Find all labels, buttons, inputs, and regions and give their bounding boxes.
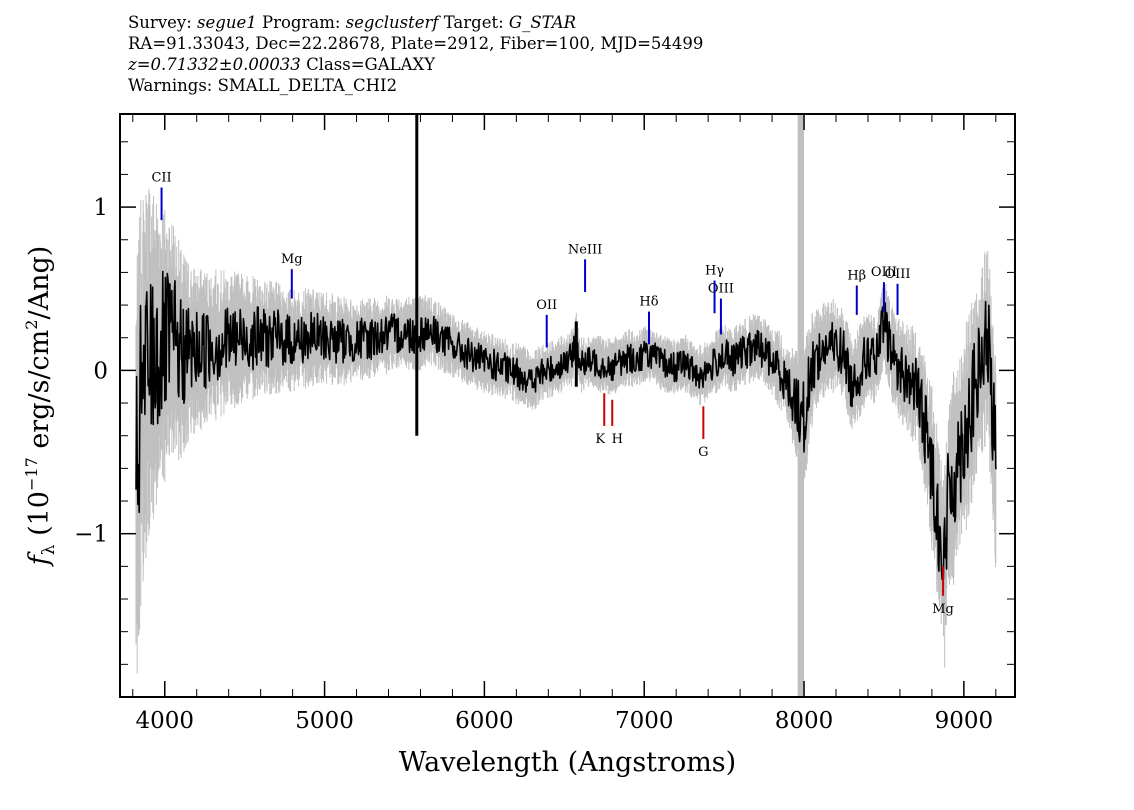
emission-label-oiii: OIII: [708, 282, 734, 297]
y-axis-label: fλ (10−17 erg/s/cm2/Ang): [22, 246, 59, 568]
ylabel-prefix: (10: [24, 491, 55, 544]
emission-label-h: Hγ: [705, 264, 724, 279]
ylabel-exp2: 2: [22, 320, 41, 330]
survey-label: Survey:: [128, 13, 192, 32]
header-line-warnings: Warnings: SMALL_DELTA_CHI2: [128, 76, 398, 95]
ylabel-sub: λ: [39, 544, 59, 555]
redshift-value: z=0.71332±0.00033: [128, 55, 301, 74]
x-tick-label: 4000: [135, 708, 194, 734]
absorption-label-k: K: [595, 432, 605, 447]
emission-label-oii: OII: [536, 298, 557, 313]
absorption-label-mg: Mg: [932, 602, 954, 617]
class-value: Class=GALAXY: [306, 55, 436, 74]
ylabel-mid: erg/s/cm: [24, 330, 55, 458]
header-line-survey: Survey: segue1 Program: segclusterf Targ…: [128, 12, 703, 33]
ylabel-exp: −17: [22, 457, 41, 491]
y-tick-label: 0: [93, 358, 108, 384]
plot-frame: [119, 113, 1016, 698]
x-tick-label: 5000: [295, 708, 354, 734]
header-line-redshift: z=0.71332±0.00033 Class=GALAXY: [128, 54, 703, 75]
emission-label-h: Hδ: [639, 295, 658, 310]
target-value: G_STAR: [508, 13, 577, 32]
spectrum-header: Survey: segue1 Program: segclusterf Targ…: [128, 12, 703, 96]
y-tick-label: −1: [74, 522, 108, 548]
error-band-layer: [135, 114, 997, 697]
x-axis-label: Wavelength (Angstroms): [399, 747, 736, 778]
survey-value: segue1: [197, 13, 257, 32]
error-band: [135, 188, 997, 674]
emission-label-h: Hβ: [847, 268, 866, 283]
emission-label-mg: Mg: [281, 252, 303, 267]
flux-series-line: [135, 270, 997, 581]
y-tick-label: 1: [93, 195, 108, 221]
x-tick-label: 9000: [935, 708, 994, 734]
emission-label-cii: CII: [151, 170, 171, 185]
x-tick-label: 7000: [615, 708, 674, 734]
x-tick-label: 6000: [455, 708, 514, 734]
emission-label-neiii: NeIII: [568, 242, 602, 257]
absorption-label-g: G: [698, 445, 708, 460]
header-line-coordinates: RA=91.33043, Dec=22.28678, Plate=2912, F…: [128, 34, 704, 53]
emission-label-oiii: OIII: [884, 267, 910, 282]
absorption-label-h: H: [612, 432, 623, 447]
target-label: Target:: [443, 13, 504, 32]
program-value: segclusterf: [345, 13, 439, 32]
program-label: Program:: [261, 13, 341, 32]
ylabel-suffix: /Ang): [24, 246, 55, 320]
x-tick-label: 8000: [775, 708, 834, 734]
flux-layer: [135, 114, 997, 581]
axes-layer: 4000 5000 6000 7000 8000 9000 1 0 −1: [74, 114, 1015, 734]
emission-label-oiii: OIII: [871, 265, 897, 280]
